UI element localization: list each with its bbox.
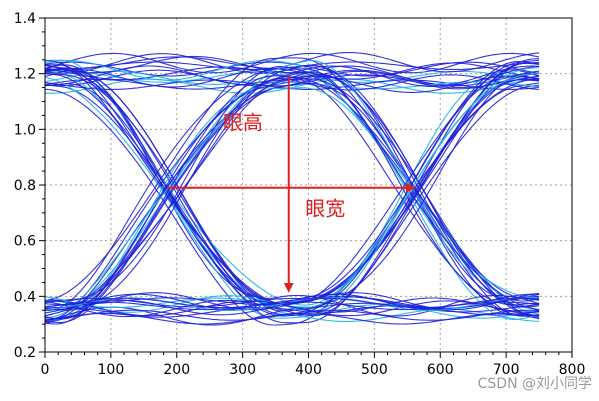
eye-trace	[44, 72, 540, 316]
x-tick-label: 500	[361, 362, 388, 378]
eye-traces	[44, 52, 540, 326]
eye-trace	[44, 57, 540, 301]
y-tick-label: 1.4	[14, 11, 36, 27]
eye-trace	[44, 70, 540, 325]
x-tick-label: 700	[493, 362, 520, 378]
x-tick-label: 300	[229, 362, 256, 378]
plot-frame	[44, 17, 573, 353]
x-tick-label: 800	[559, 362, 586, 378]
y-tick-label: 0.8	[14, 178, 36, 194]
eye-trace	[44, 76, 540, 319]
eye-trace	[44, 74, 540, 311]
eye-trace	[44, 68, 540, 317]
eye-trace	[44, 73, 540, 326]
x-tick-label: 100	[98, 362, 125, 378]
eye-trace	[44, 72, 540, 313]
y-tick-label: 1.0	[14, 122, 36, 138]
eye-width-label: 眼宽	[305, 197, 345, 221]
y-tick-label: 0.4	[14, 289, 36, 305]
watermark: CSDN @刘小同学	[478, 376, 592, 392]
eye-trace	[44, 312, 540, 325]
eye-trace	[44, 75, 540, 316]
eye-trace	[44, 61, 540, 70]
eye-trace	[44, 87, 540, 321]
y-tick-label: 0.6	[14, 234, 36, 250]
eye-trace	[45, 78, 540, 94]
eye-trace	[44, 292, 540, 311]
eye-trace	[44, 60, 540, 315]
y-tick-label: 1.2	[14, 67, 36, 83]
eye-trace	[44, 62, 540, 302]
eye-height-label: 眼高	[223, 110, 263, 134]
eye-trace	[44, 82, 540, 320]
x-tick-label: 400	[295, 362, 322, 378]
x-tick-label: 0	[41, 362, 50, 378]
annotations: 眼高 眼宽	[166, 76, 416, 293]
eye-trace	[44, 82, 540, 326]
y-tick-label: 0.2	[14, 345, 36, 361]
axes	[39, 17, 573, 358]
x-tick-label: 200	[163, 362, 190, 378]
eye-trace	[44, 301, 540, 311]
eye-trace	[44, 71, 540, 322]
eye-trace	[44, 78, 540, 318]
x-tick-label: 600	[427, 362, 454, 378]
tick-labels: 0 100 200 300 400 500 600 700 800 0.2 0.4 0.6 0.8 1.0…	[14, 11, 586, 378]
eye-trace	[44, 300, 540, 317]
eye-trace	[44, 64, 540, 317]
eye-trace	[44, 55, 540, 308]
eye-trace	[44, 52, 540, 74]
